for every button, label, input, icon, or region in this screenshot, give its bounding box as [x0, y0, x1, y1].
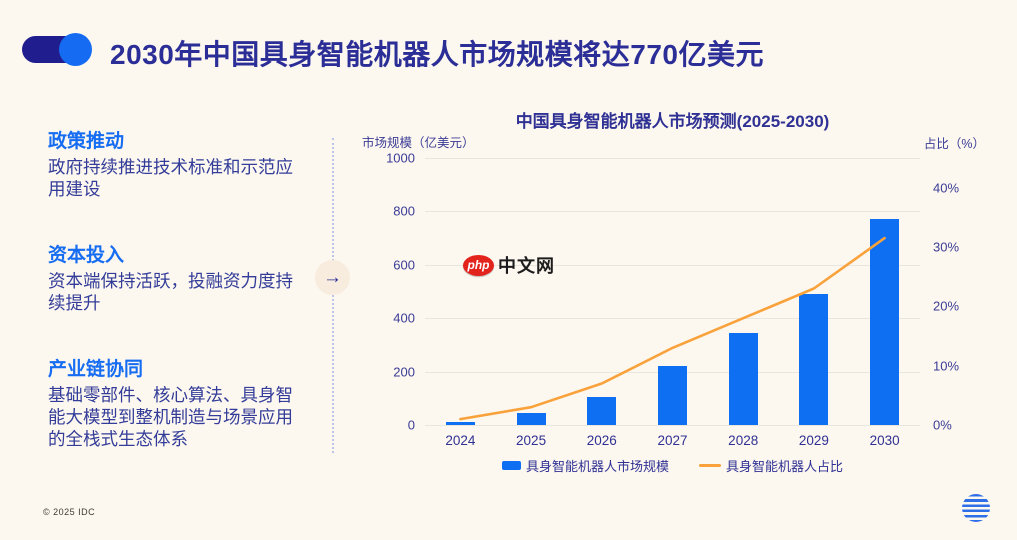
legend-label: 具身智能机器人占比: [726, 459, 844, 474]
chart-legend: 具身智能机器人市场规模 具身智能机器人占比: [425, 456, 920, 475]
right-axis-tick: 20%: [933, 298, 960, 314]
left-axis-tick: 800: [393, 203, 415, 219]
idc-globe-logo: [962, 494, 990, 522]
left-axis-tick: 200: [393, 364, 415, 380]
legend-item-market-size: 具身智能机器人市场规模: [501, 456, 669, 475]
plot-area: php 中文网 1000 800 600 400 200 0 40% 30% 20% 10% 0% 2…: [386, 151, 959, 449]
copyright: © 2025 IDC: [43, 507, 96, 517]
section-body: 政府持续推进技术标准和示范应用建设: [48, 157, 293, 199]
bar-2027: [658, 366, 687, 425]
gridline: [425, 318, 920, 320]
section-body: 基础零部件、核心算法、具身智能大模型到整机制造与场景应用的全栈式生态体系: [48, 385, 293, 449]
section-heading: 资本投入: [48, 245, 125, 266]
right-axis-tick: 30%: [933, 239, 960, 255]
legend-label: 具身智能机器人市场规模: [525, 459, 669, 474]
gridline: [425, 425, 920, 426]
left-axis-label: 市场规模（亿美元）: [362, 136, 475, 150]
right-axis-tick: 0%: [933, 417, 952, 433]
section-industry-chain: 产业链协同 基础零部件、核心算法、具身智能大模型到整机制造与场景应用的全栈式生态…: [48, 358, 308, 450]
bar-2024: [445, 422, 475, 425]
bar-2028: [728, 332, 758, 425]
watermark-text: 中文网: [498, 256, 555, 276]
section-body: 资本端保持活跃，投融资力度持续提升: [48, 271, 293, 313]
bar-swatch-icon: [501, 461, 521, 470]
x-axis-label: 2029: [798, 433, 829, 448]
php-logo-icon: php: [463, 254, 494, 276]
watermark: php 中文网: [463, 252, 555, 278]
section-policy: 政策推动 政府持续推进技术标准和示范应用建设: [48, 130, 308, 200]
bar-2029: [799, 294, 829, 425]
right-axis-tick: 10%: [933, 358, 960, 374]
x-axis-label: 2025: [516, 433, 547, 448]
bar-2025: [516, 413, 546, 425]
bar-2026: [587, 396, 617, 425]
section-heading: 产业链协同: [48, 359, 144, 380]
right-axis-label: 占比（%）: [923, 137, 985, 151]
x-axis-label: 2027: [657, 433, 688, 448]
x-axis-label: 2024: [445, 433, 476, 448]
arrow-badge: →: [315, 260, 350, 295]
right-axis-tick: 40%: [933, 180, 960, 196]
divider-dotted-line: [332, 138, 334, 453]
bar-2030: [870, 219, 900, 425]
ratio-line-chart: [459, 236, 886, 421]
left-axis-tick: 0: [407, 417, 415, 433]
x-axis-label: 2026: [586, 433, 617, 448]
key-points-panel: 政策推动 政府持续推进技术标准和示范应用建设 资本投入 资本端保持活跃，投融资力…: [48, 130, 308, 494]
left-axis-tick: 1000: [386, 150, 415, 166]
left-axis-tick: 600: [393, 257, 415, 273]
gridline: [425, 264, 920, 266]
x-axis-label: 2028: [728, 433, 759, 448]
title-decor-dot-icon: [59, 33, 92, 66]
arrow-right-icon: →: [323, 266, 342, 288]
line-swatch-icon: [699, 464, 721, 467]
section-heading: 政策推动: [48, 131, 125, 152]
x-axis-label: 2030: [869, 433, 900, 448]
legend-item-ratio: 具身智能机器人占比: [699, 456, 843, 475]
chart-title: 中国具身智能机器人市场预测(2025-2030): [515, 112, 830, 131]
gridline: [425, 211, 920, 213]
left-axis-tick: 400: [393, 310, 415, 326]
gridline: [425, 158, 920, 159]
section-capital: 资本投入 资本端保持活跃，投融资力度持续提升: [48, 244, 308, 314]
page-title: 2030年中国具身智能机器人市场规模将达770亿美元: [110, 39, 765, 70]
